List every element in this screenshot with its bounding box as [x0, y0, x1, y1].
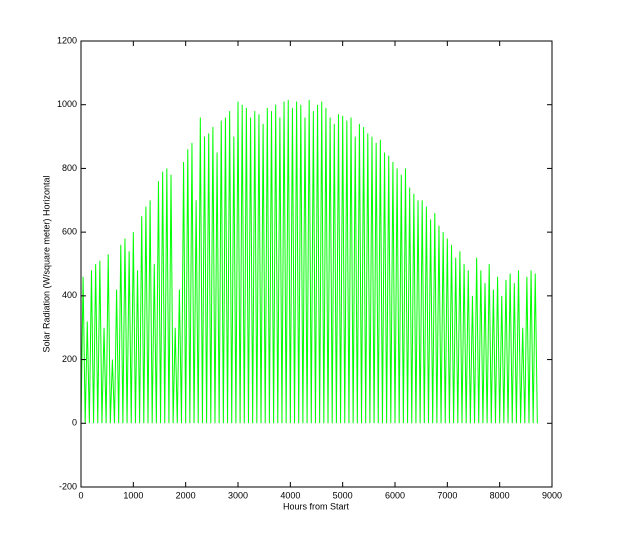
x-tick-label: 0: [78, 490, 83, 500]
plot-frame: [80, 40, 553, 488]
x-tick-label: 2000: [176, 490, 196, 500]
x-tick-label: 3000: [228, 490, 248, 500]
x-tick-label: 8000: [490, 490, 510, 500]
x-tick-label: 1000: [123, 490, 143, 500]
x-tick-label: 5000: [333, 490, 353, 500]
y-tick-label: 0: [72, 418, 77, 428]
y-axis-label: Solar Radiation (W/square meter) Horizon…: [41, 175, 51, 352]
x-tick-label: 6000: [385, 490, 405, 500]
y-tick-label: 400: [62, 290, 77, 300]
x-tick-label: 7000: [437, 490, 457, 500]
y-tick-label: 1200: [57, 35, 77, 45]
y-tick-label: 800: [62, 163, 77, 173]
y-tick-label: -200: [59, 481, 77, 491]
y-tick-label: 600: [62, 227, 77, 237]
x-axis-label: Hours from Start: [283, 501, 350, 511]
data-line: [80, 99, 538, 424]
y-tick-label: 200: [62, 354, 77, 364]
x-tick-label: 9000: [542, 490, 562, 500]
x-tick-label: 4000: [280, 490, 300, 500]
y-tick-label: 1000: [57, 99, 77, 109]
